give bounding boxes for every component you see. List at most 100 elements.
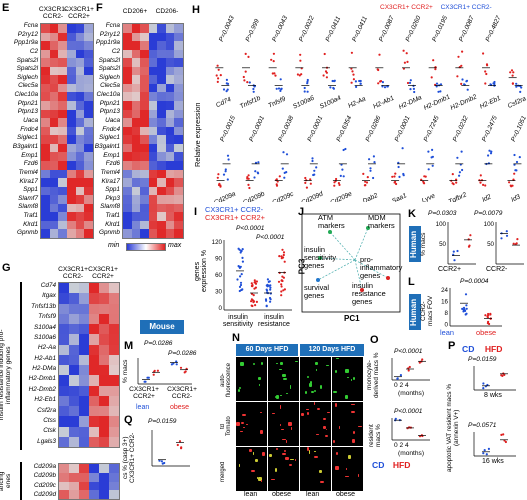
data-point xyxy=(455,181,458,184)
data-point xyxy=(303,90,306,93)
heatmap-cell xyxy=(174,143,183,153)
heatmap-cell xyxy=(75,212,85,221)
data-point xyxy=(500,433,503,436)
p-x2: 16 wks xyxy=(482,458,504,465)
heatmap-cell xyxy=(140,160,149,170)
heatmap-cell xyxy=(69,283,79,294)
gene-label: Traf1 xyxy=(105,212,120,220)
micrograph-spot xyxy=(322,425,327,430)
mouse-badge: Mouse xyxy=(140,320,184,334)
data-point xyxy=(350,51,353,54)
q-pvalue: P=0.0159 xyxy=(148,418,177,425)
micrograph-spot xyxy=(357,474,359,477)
heatmap-cell xyxy=(59,375,69,386)
heatmap-cell xyxy=(84,143,93,153)
o-xticks-1: 0 2 4 xyxy=(394,382,409,389)
heatmap-cell xyxy=(123,135,132,144)
gene-label: Siglec1 xyxy=(17,134,38,142)
n-x3: lean xyxy=(306,491,320,498)
heatmap-cell xyxy=(79,395,89,406)
h-row2-pvalue: P=0.6354 xyxy=(335,115,353,143)
heatmap-cell xyxy=(59,303,69,314)
heatmap-cell xyxy=(109,406,119,417)
data-point xyxy=(280,283,283,286)
heatmap-cell xyxy=(148,160,158,170)
h-legend-ccr2-neg: CX3CR1+ CCR2- xyxy=(440,4,492,11)
data-point xyxy=(216,80,219,83)
data-point xyxy=(333,184,336,187)
heatmap-cell xyxy=(165,229,175,238)
data-point xyxy=(486,322,489,325)
data-point xyxy=(279,78,282,81)
micrograph-spot xyxy=(251,469,255,472)
heatmap-cell xyxy=(84,152,93,161)
heatmap-cell xyxy=(49,143,59,153)
data-point xyxy=(453,259,456,262)
data-point xyxy=(513,172,516,175)
heatmap-cell xyxy=(131,109,141,119)
heatmap-cell xyxy=(75,66,85,76)
data-point xyxy=(362,172,365,175)
micrograph-spot xyxy=(282,374,286,378)
micrograph-spot xyxy=(314,361,319,366)
data-point xyxy=(352,78,355,81)
heatmap-cell xyxy=(123,109,132,119)
gene-label: C2 xyxy=(29,47,38,55)
gene-label: Spats2l xyxy=(98,56,120,64)
data-point xyxy=(268,284,271,287)
h-row1-gene: H2-Ab1 xyxy=(372,95,396,111)
n-header-120: 120 Days HFD xyxy=(300,344,364,356)
heatmap-cell xyxy=(41,101,50,110)
gene-label: H2-Ab1 xyxy=(34,354,56,362)
heatmap-f-header-1: CD206+ xyxy=(122,8,148,15)
data-point xyxy=(484,314,487,317)
o-xtick2-4: 4 xyxy=(405,442,409,449)
heatmap-cell xyxy=(58,75,67,84)
micrograph-spot xyxy=(326,412,331,414)
data-point xyxy=(513,153,516,157)
m-pvalue-2: P=0.0286 xyxy=(168,350,197,357)
heatmap-cell xyxy=(174,83,183,93)
data-point xyxy=(422,181,425,184)
heatmap-cell xyxy=(67,152,76,161)
heatmap-cell xyxy=(58,169,67,179)
j-label-resistance: insulin resistance genes xyxy=(352,281,386,306)
heatmap-cell xyxy=(75,169,85,179)
heatmap-cell xyxy=(49,203,59,213)
micrograph-spot xyxy=(306,447,309,451)
data-point xyxy=(281,167,284,170)
heatmap-cell xyxy=(75,58,85,67)
gene-label: Siglech xyxy=(99,73,120,81)
data-point xyxy=(408,365,411,369)
data-point xyxy=(479,174,482,177)
micrograph-spot xyxy=(315,369,318,371)
heatmap-cell xyxy=(49,83,59,93)
micrograph-spot xyxy=(275,468,277,472)
heatmap-cell xyxy=(165,212,175,221)
data-point xyxy=(487,447,490,450)
data-point xyxy=(487,154,490,157)
data-point xyxy=(406,81,410,85)
data-point xyxy=(514,169,517,172)
data-point xyxy=(493,80,496,84)
heatmap-cell xyxy=(99,313,109,324)
data-point xyxy=(283,171,286,174)
data-point xyxy=(486,64,489,67)
heatmap-cell xyxy=(174,41,183,50)
heatmap-cell xyxy=(67,126,76,136)
heatmap-cell xyxy=(109,426,119,437)
gene-label: Emp1 xyxy=(103,151,120,159)
micrograph-spot xyxy=(275,394,279,399)
data-point xyxy=(406,60,409,64)
heatmap-cell xyxy=(41,83,50,93)
data-point xyxy=(354,80,357,83)
data-point xyxy=(217,68,220,71)
micrograph-spot xyxy=(256,477,259,479)
data-point xyxy=(430,76,433,79)
data-point xyxy=(250,284,253,288)
heatmap-cell xyxy=(89,385,99,396)
gene-label: Ptpn21 xyxy=(17,99,38,107)
data-point xyxy=(405,52,408,55)
h-row1-pvalue: P=0.0087 xyxy=(458,15,476,43)
data-point xyxy=(306,78,309,82)
